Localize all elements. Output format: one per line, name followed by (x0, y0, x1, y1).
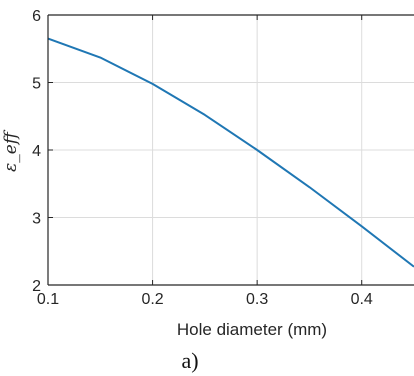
series-line (47, 37, 414, 268)
y-tick-label: 2 (32, 278, 41, 295)
series-group (47, 37, 414, 268)
y-tick-label: 6 (32, 8, 41, 25)
y-tick-label: 3 (32, 211, 41, 228)
ticks: 0.1 0.2 0.3 0.4 2 3 4 5 6 (32, 8, 373, 308)
x-tick-label: 0.1 (37, 291, 59, 308)
y-tick-label: 5 (32, 76, 41, 93)
y-tick-label: 4 (32, 143, 41, 160)
x-axis-label: Hole diameter (mm) (177, 320, 327, 339)
x-tick-label: 0.4 (351, 291, 373, 308)
grid (48, 15, 414, 285)
x-tick-label: 0.2 (141, 291, 163, 308)
x-tick-label: 0.3 (246, 291, 268, 308)
panel-label: a) (181, 348, 198, 373)
y-axis-label: ε_eff (1, 129, 21, 172)
